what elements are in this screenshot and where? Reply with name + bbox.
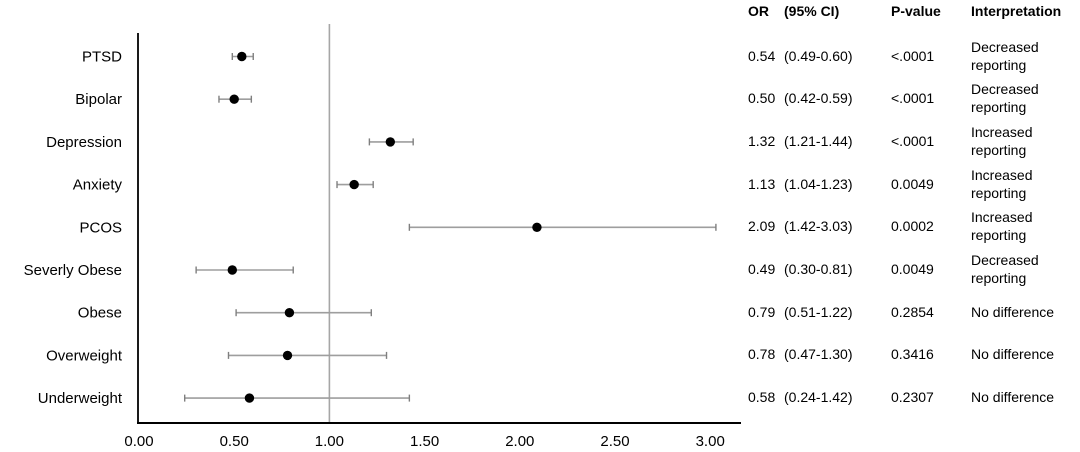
table-ci-value: (0.49-0.60) — [784, 47, 853, 64]
category-label: Underweight — [38, 390, 123, 407]
table-p-value: 0.2854 — [891, 303, 934, 320]
point-marker — [237, 51, 247, 62]
x-tick-label: 0.50 — [220, 433, 249, 450]
table-or-value: 0.50 — [748, 90, 776, 107]
table-p-value: <.0001 — [891, 90, 935, 107]
table-or-value: 0.58 — [748, 389, 776, 406]
table-ci-value: (0.30-0.81) — [784, 261, 853, 277]
x-tick-label: 3.00 — [696, 433, 725, 450]
category-label: Bipolar — [75, 91, 122, 108]
table-interpretation: Increased reporting — [971, 123, 1033, 158]
point-marker — [349, 179, 359, 190]
x-tick-label: 1.00 — [315, 433, 344, 450]
col-header-p-value: P-value — [891, 3, 941, 19]
table-ci-value: (1.04-1.23) — [784, 175, 853, 192]
category-label: Anxiety — [73, 177, 123, 194]
x-tick-label: 0.00 — [124, 433, 153, 450]
table-p-value: 0.0049 — [891, 261, 934, 277]
category-label: PTSD — [82, 49, 122, 66]
table-p-value: 0.2307 — [891, 389, 934, 406]
table-or-value: 0.78 — [748, 346, 776, 363]
category-label: Obese — [78, 305, 122, 322]
table-ci-value: (0.42-0.59) — [784, 90, 853, 107]
point-marker — [229, 94, 239, 104]
table-or-value: 0.49 — [748, 261, 776, 277]
table-p-value: <.0001 — [891, 132, 935, 149]
table-ci-value: (1.42-3.03) — [784, 218, 853, 235]
point-marker — [244, 393, 255, 403]
table-interpretation: Decreased reporting — [971, 38, 1039, 73]
category-label: Severly Obese — [24, 262, 122, 279]
table-interpretation: Increased reporting — [971, 209, 1033, 244]
table-interpretation: No difference — [971, 303, 1055, 320]
table-or-value: 0.54 — [748, 47, 776, 64]
table-interpretation: Decreased reporting — [971, 252, 1039, 286]
category-label: Depression — [46, 134, 122, 151]
col-header-or: OR — [748, 3, 769, 19]
x-tick-label: 2.50 — [600, 433, 629, 450]
table-interpretation: No difference — [971, 346, 1055, 363]
point-marker — [284, 308, 295, 318]
table-ci-value: (1.21-1.44) — [784, 132, 853, 149]
table-p-value: <.0001 — [891, 47, 935, 64]
table-interpretation: Decreased reporting — [971, 81, 1039, 116]
point-marker — [385, 137, 396, 147]
col-header-ci: (95% CI) — [784, 3, 840, 19]
table-interpretation: Increased reporting — [971, 166, 1033, 201]
table-p-value: 0.3416 — [891, 346, 934, 363]
table-ci-value: (0.47-1.30) — [784, 346, 853, 363]
table-or-value: 2.09 — [748, 218, 776, 235]
table-or-value: 1.13 — [748, 175, 776, 192]
table-ci-value: (0.51-1.22) — [784, 303, 853, 320]
point-marker — [227, 265, 237, 275]
table-or-value: 1.32 — [748, 132, 776, 149]
table-p-value: 0.0049 — [891, 175, 934, 192]
col-header-interpretation: Interpretation — [971, 3, 1062, 19]
x-tick-label: 1.50 — [410, 433, 439, 450]
point-marker — [532, 222, 542, 232]
x-tick-label: 2.00 — [505, 433, 534, 450]
table-interpretation: No difference — [971, 389, 1055, 406]
table-ci-value: (0.24-1.42) — [784, 389, 853, 406]
point-marker — [282, 350, 293, 361]
table-or-value: 0.79 — [748, 303, 776, 320]
category-label: Overweight — [46, 347, 123, 364]
category-label: PCOS — [79, 219, 122, 236]
table-p-value: 0.0002 — [891, 218, 934, 235]
